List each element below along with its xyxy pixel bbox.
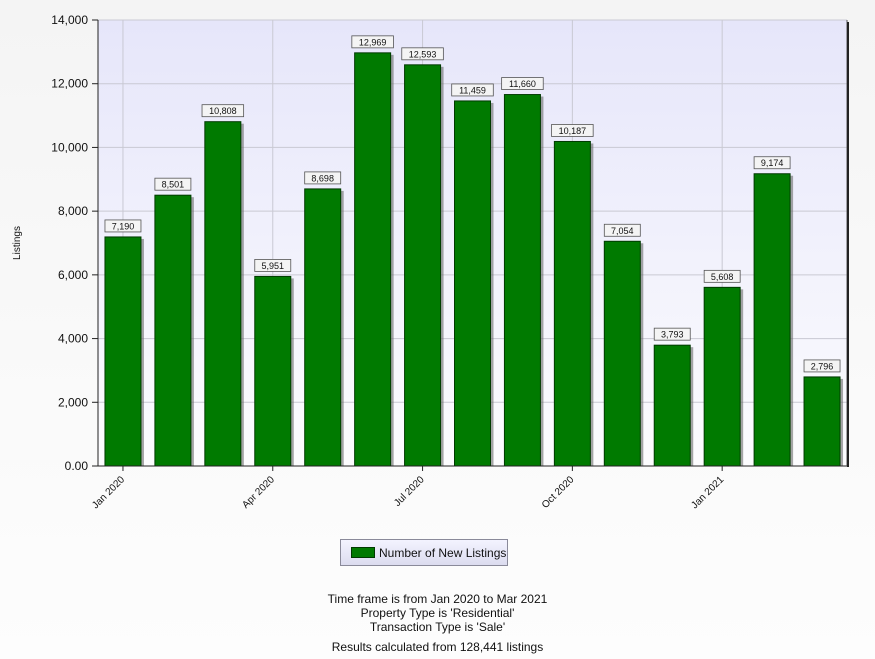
footer-time-frame: Time frame is from Jan 2020 to Mar 2021 bbox=[327, 592, 548, 606]
x-tick-label: Apr 2020 bbox=[240, 474, 277, 511]
bar bbox=[503, 94, 541, 467]
footer-results: Results calculated from 128,441 listings bbox=[331, 640, 544, 654]
bar bbox=[254, 275, 292, 467]
bar bbox=[154, 194, 192, 467]
bar bbox=[553, 140, 591, 467]
data-label: 5,951 bbox=[262, 261, 285, 271]
bar bbox=[803, 376, 841, 467]
data-label-box bbox=[501, 77, 544, 90]
data-label: 9,174 bbox=[761, 158, 784, 168]
legend-label: Number of New Listings bbox=[379, 545, 507, 560]
bar bbox=[104, 236, 142, 467]
data-label-box bbox=[401, 47, 444, 61]
data-label: 11,459 bbox=[459, 85, 486, 95]
y-tick-label: 6,000 bbox=[58, 268, 88, 282]
chart: 7,190 8,501 10,808 5,951 8,698 12,969 12,593 11… bbox=[12, 13, 849, 511]
data-label-box bbox=[104, 219, 142, 233]
data-label: 7,054 bbox=[611, 226, 634, 236]
data-label: 3,793 bbox=[661, 330, 684, 340]
data-label-box bbox=[201, 104, 245, 118]
data-label-box bbox=[451, 83, 494, 97]
data-label-box bbox=[551, 124, 594, 137]
data-label: 10,187 bbox=[559, 126, 587, 136]
bars bbox=[104, 52, 844, 467]
y-tick-label: 0.00 bbox=[65, 459, 89, 473]
data-label: 12,593 bbox=[409, 49, 437, 59]
data-label-box bbox=[603, 223, 641, 237]
bar bbox=[304, 188, 342, 467]
data-label-box bbox=[803, 359, 841, 373]
y-tick-label: 14,000 bbox=[51, 13, 88, 27]
y-tick-label: 4,000 bbox=[58, 332, 88, 346]
bar bbox=[753, 173, 791, 467]
bar bbox=[204, 121, 242, 467]
data-label: 5,608 bbox=[711, 272, 734, 282]
y-tick-label: 2,000 bbox=[58, 395, 88, 409]
data-label: 2,796 bbox=[811, 361, 834, 371]
data-label-box bbox=[254, 259, 292, 272]
data-labels: 7,190 8,501 10,808 5,951 8,698 12,969 12,593 11… bbox=[104, 35, 841, 373]
bar bbox=[603, 240, 641, 467]
data-label-box bbox=[753, 156, 791, 170]
data-label: 8,698 bbox=[311, 173, 334, 183]
x-tick-label: Jul 2020 bbox=[392, 474, 427, 509]
y-tick-label: 10,000 bbox=[51, 140, 88, 154]
bar bbox=[653, 344, 691, 467]
data-label: 10,808 bbox=[209, 106, 237, 116]
y-axis-label: Listings bbox=[12, 226, 23, 260]
bar bbox=[404, 64, 442, 467]
footer-property-type: Property Type is 'Residential' bbox=[360, 606, 515, 620]
data-label: 12,969 bbox=[359, 37, 387, 47]
data-label-box bbox=[653, 327, 691, 341]
footer-transaction-type: Transaction Type is 'Sale' bbox=[369, 620, 506, 634]
bar bbox=[703, 286, 741, 467]
data-label-box bbox=[154, 177, 192, 191]
data-label-box bbox=[703, 269, 741, 283]
data-label: 8,501 bbox=[162, 180, 185, 190]
data-label-box bbox=[351, 35, 394, 49]
x-tick-label: Jan 2021 bbox=[689, 474, 726, 511]
y-tick-label: 12,000 bbox=[51, 77, 88, 91]
x-tick-label: Oct 2020 bbox=[540, 474, 577, 511]
bar bbox=[354, 52, 392, 467]
legend-swatch bbox=[351, 547, 375, 558]
data-label: 11,660 bbox=[509, 79, 536, 89]
bar bbox=[454, 100, 491, 467]
data-label: 7,190 bbox=[112, 221, 135, 231]
legend: Number of New Listings bbox=[340, 539, 508, 566]
x-tick-label: Jan 2020 bbox=[90, 474, 127, 511]
data-label-box bbox=[304, 171, 342, 185]
y-tick-label: 8,000 bbox=[58, 204, 88, 218]
